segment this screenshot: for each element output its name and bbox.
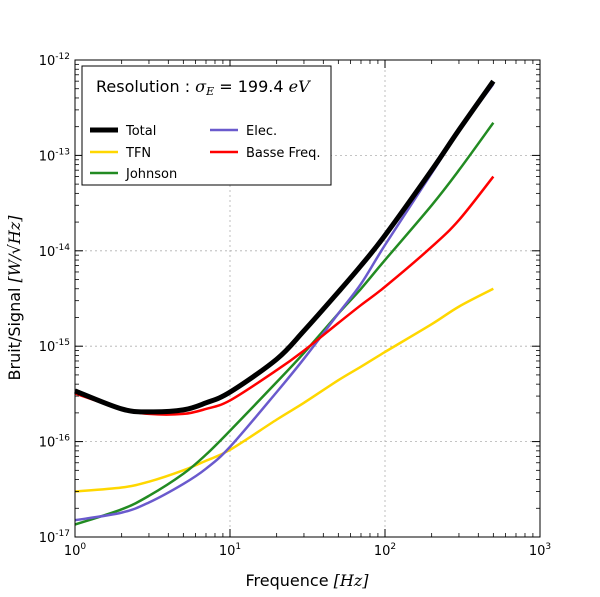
legend: Resolution : σE = 199.4 eV Total TFN Johns… — [81, 65, 332, 186]
legend-label-total: Total — [125, 124, 156, 139]
y-tick-label: 10-12 — [39, 52, 70, 69]
y-tick-label-base: 10 — [39, 531, 56, 546]
legend-label-tfn: TFN — [125, 146, 151, 161]
y-axis-label-prefix: Bruit/Signal — [5, 282, 24, 380]
y-tick-label: 10-17 — [39, 529, 70, 546]
y-axis-label-unit: [W/√Hz] — [5, 215, 24, 283]
x-tick-label-base: 10 — [64, 544, 81, 559]
y-tick-label: 10-14 — [39, 243, 71, 260]
y-tick-label-base: 10 — [39, 54, 56, 69]
y-tick-label: 10-15 — [39, 338, 70, 355]
legend-title-symbol-sub: E — [205, 85, 214, 98]
x-axis-label-unit: [Hz] — [334, 571, 370, 590]
y-tick-label: 10-13 — [39, 147, 70, 164]
y-tick-label-base: 10 — [39, 149, 56, 164]
y-tick-label-base: 10 — [39, 245, 56, 260]
series-line-johnson — [74, 121, 495, 526]
x-tick-label-exp: 3 — [545, 542, 551, 552]
legend-title: Resolution : σE = 199.4 eV — [96, 77, 311, 98]
x-tick-label: 103 — [529, 542, 551, 559]
x-tick-label-exp: 1 — [235, 542, 241, 552]
series-layer — [74, 79, 496, 526]
ticks — [74, 59, 541, 538]
legend-entries: Total TFN Johnson Elec. Basse Freq. — [90, 124, 321, 182]
x-tick-label: 101 — [219, 542, 241, 559]
y-axis-label: Bruit/Signal [W/√Hz] — [5, 215, 24, 381]
x-tick-label: 100 — [64, 542, 87, 559]
y-tick-label-exp: -14 — [55, 243, 70, 253]
x-tick-label-exp: 0 — [80, 542, 86, 552]
tick-labels: 100 101 102 10310-1710-1610-1510-1410-1310-… — [39, 52, 551, 559]
y-tick-label-exp: -15 — [55, 338, 70, 348]
x-tick-label-base: 10 — [219, 544, 236, 559]
legend-title-prefix: Resolution : — [96, 77, 195, 96]
y-tick-label-exp: -12 — [55, 52, 70, 62]
y-tick-label-base: 10 — [39, 340, 56, 355]
legend-label-basse-freq: Basse Freq. — [246, 146, 321, 161]
x-axis-label-prefix: Frequence — [246, 571, 334, 590]
y-tick-label-exp: -13 — [55, 147, 70, 157]
y-tick-label-exp: -16 — [55, 434, 70, 444]
legend-frame — [81, 65, 332, 186]
legend-title-equals: = — [214, 77, 238, 96]
x-tick-label: 102 — [374, 542, 396, 559]
plot-frame — [74, 59, 541, 538]
legend-title-value: 199.4 — [238, 77, 284, 96]
y-tick-label-exp: -17 — [55, 529, 70, 539]
y-tick-label: 10-16 — [39, 434, 71, 451]
y-tick-label-base: 10 — [39, 436, 56, 451]
x-tick-label-base: 10 — [529, 544, 546, 559]
x-tick-label-base: 10 — [374, 544, 391, 559]
legend-label-elec: Elec. — [246, 124, 277, 139]
series-line-tfn — [74, 287, 494, 493]
legend-label-johnson: Johnson — [125, 167, 177, 182]
legend-title-symbol: σ — [195, 77, 207, 96]
x-axis-label: Frequence [Hz] — [246, 571, 370, 590]
legend-title-unit: eV — [289, 77, 311, 96]
x-tick-label-exp: 2 — [390, 542, 396, 552]
series-line-total — [74, 79, 496, 415]
